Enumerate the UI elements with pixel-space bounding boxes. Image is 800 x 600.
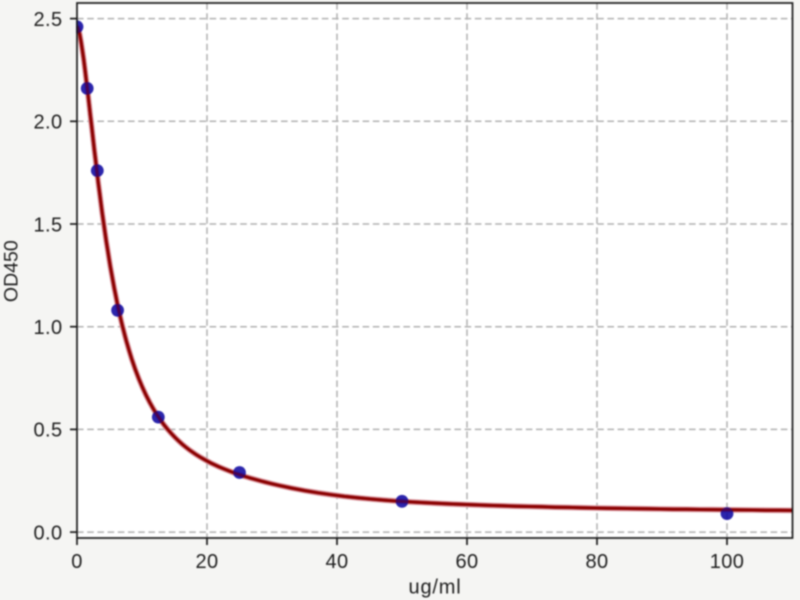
svg-text:60: 60 bbox=[455, 551, 478, 573]
svg-text:0.0: 0.0 bbox=[33, 522, 62, 544]
svg-text:0.5: 0.5 bbox=[33, 420, 62, 442]
svg-text:0: 0 bbox=[71, 551, 83, 573]
svg-text:2.5: 2.5 bbox=[33, 9, 62, 31]
svg-text:2.0: 2.0 bbox=[33, 112, 62, 134]
svg-text:40: 40 bbox=[325, 551, 348, 573]
svg-text:OD450: OD450 bbox=[1, 240, 23, 302]
svg-text:ug/ml: ug/ml bbox=[409, 577, 462, 599]
svg-text:20: 20 bbox=[195, 551, 218, 573]
svg-text:1.5: 1.5 bbox=[33, 214, 62, 236]
svg-text:80: 80 bbox=[585, 551, 608, 573]
svg-text:100: 100 bbox=[710, 551, 745, 573]
svg-text:1.0: 1.0 bbox=[33, 317, 62, 339]
